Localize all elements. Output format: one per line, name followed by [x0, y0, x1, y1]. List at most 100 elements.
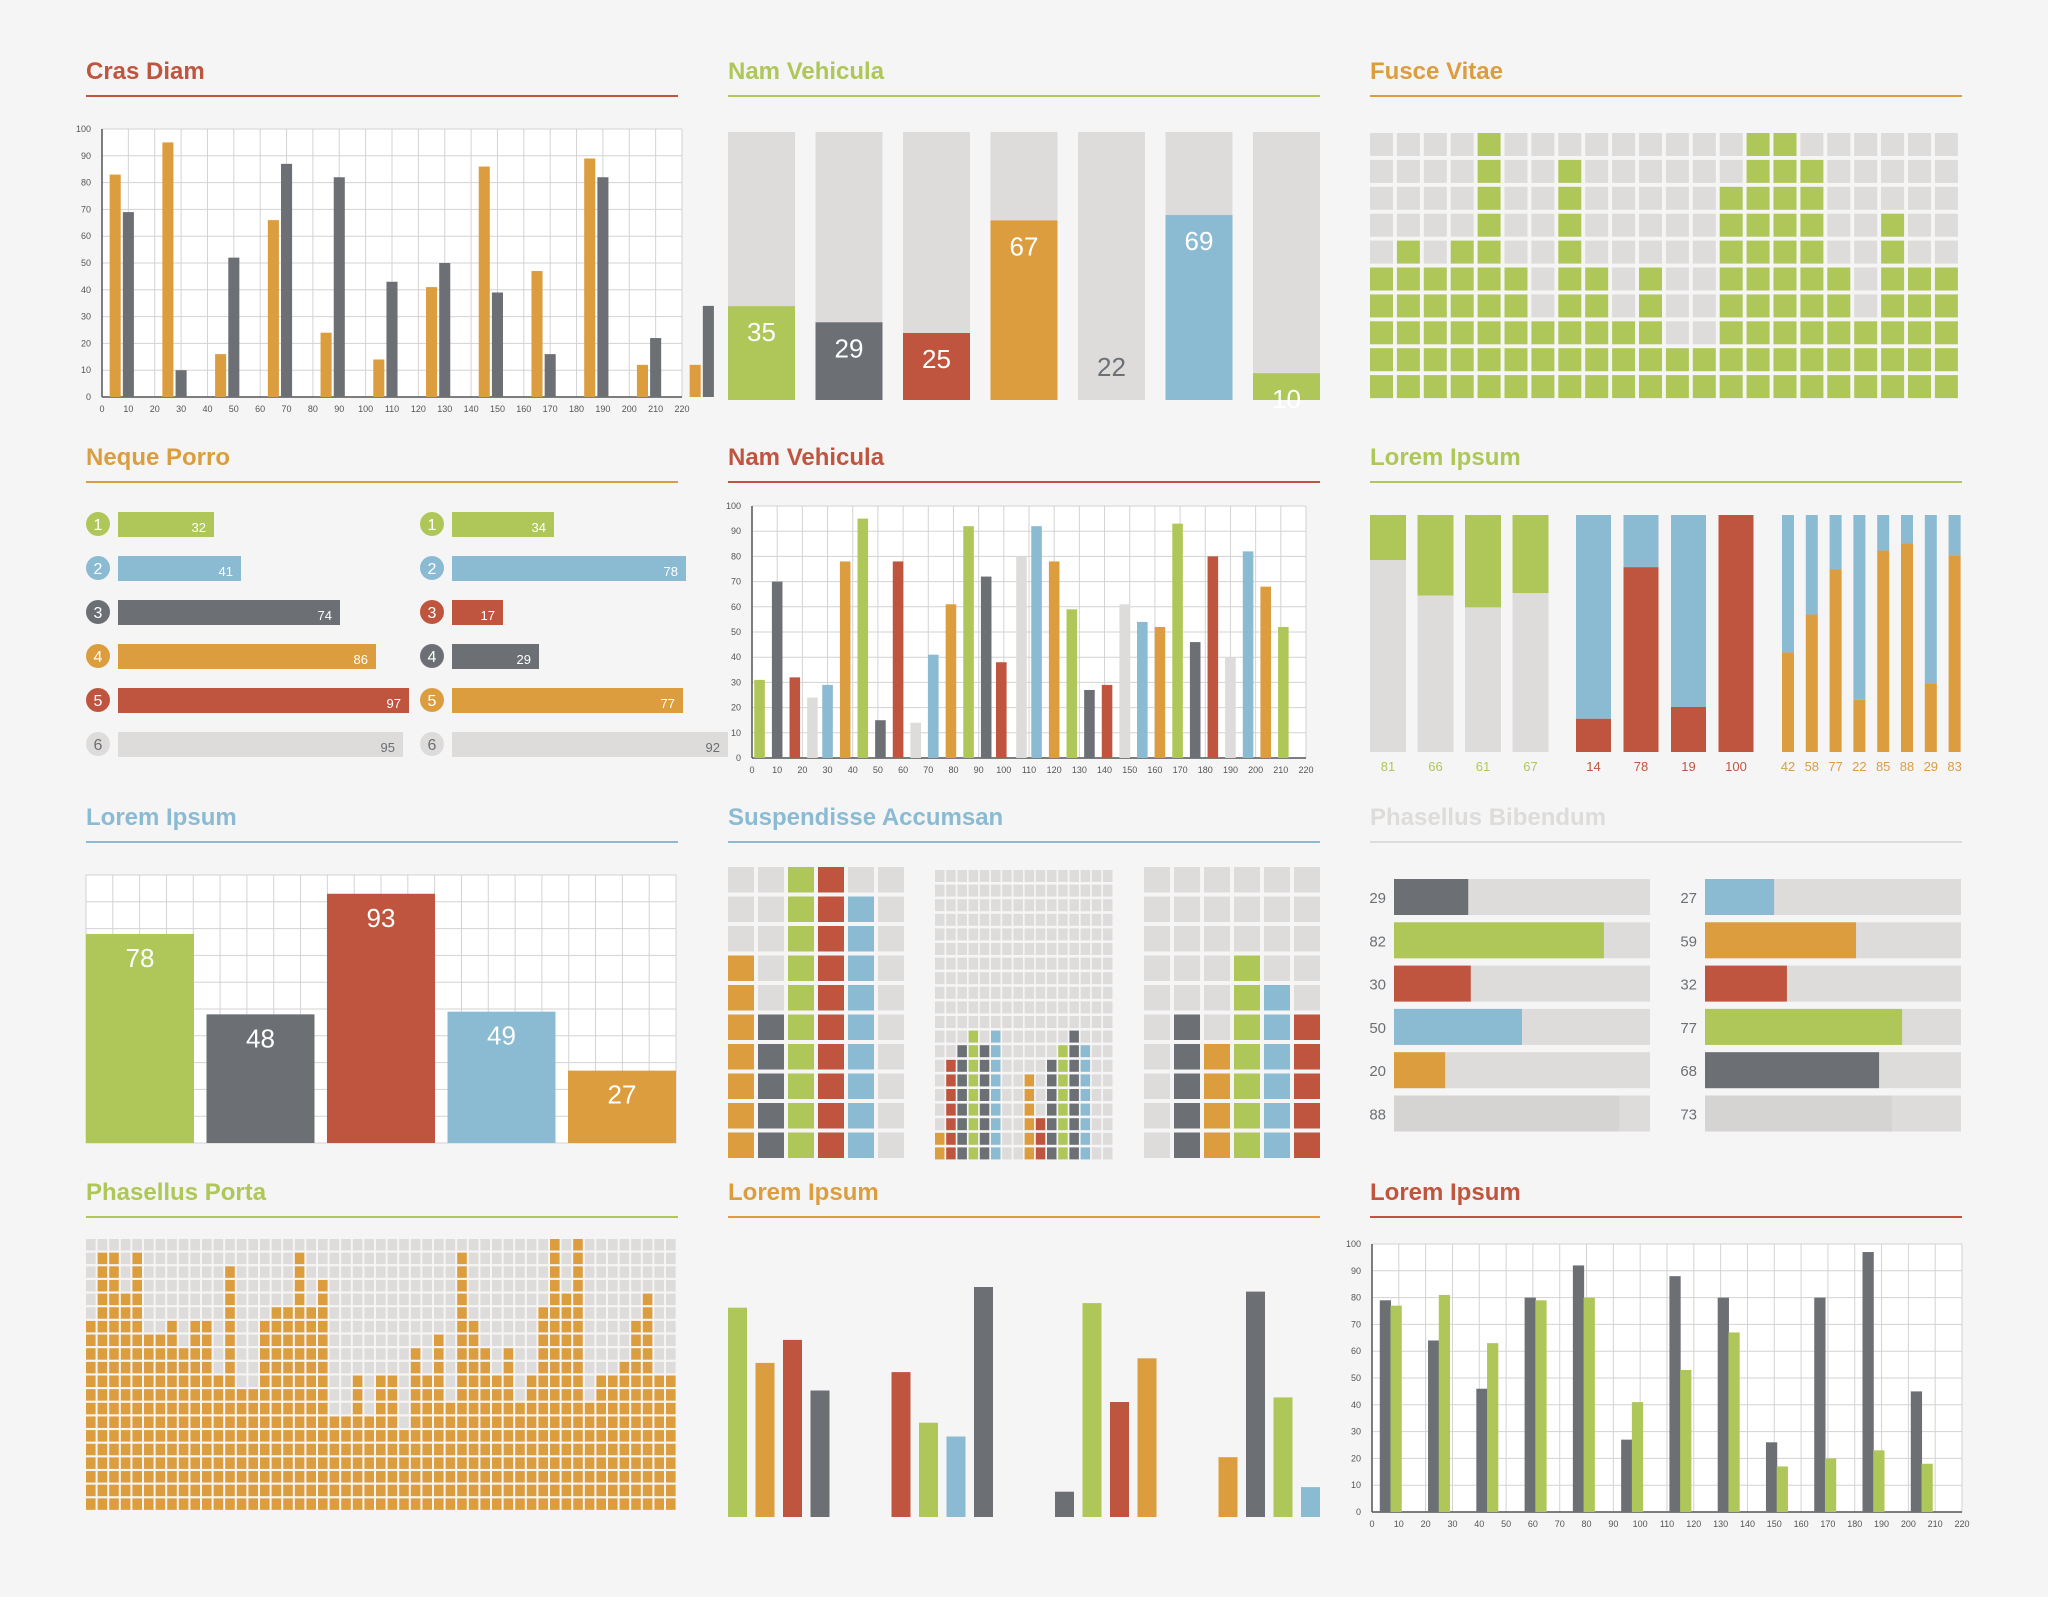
tile-filled — [1294, 1103, 1320, 1129]
tile-filled — [1204, 1132, 1230, 1158]
bar — [891, 1372, 911, 1517]
tile-empty — [387, 1361, 398, 1374]
tile-empty — [968, 884, 979, 897]
tile-empty — [480, 1334, 490, 1347]
tile-filled — [445, 1457, 456, 1469]
tile-filled — [1719, 186, 1743, 210]
bar — [1225, 657, 1236, 758]
tile-empty — [515, 1375, 525, 1387]
tile-empty — [213, 1239, 224, 1251]
y-tick-label: 50 — [1351, 1373, 1361, 1383]
x-tick-label: 50 — [873, 765, 883, 775]
tile-empty — [306, 1266, 316, 1278]
y-tick-label: 80 — [1351, 1293, 1361, 1303]
tile-empty — [584, 1334, 595, 1347]
tile-empty — [1612, 240, 1636, 264]
bar — [1705, 879, 1775, 915]
panel-title: Nam Vehicula — [728, 58, 885, 85]
tile-filled — [968, 1089, 979, 1101]
tile-filled — [376, 1471, 386, 1483]
tile-filled — [468, 1361, 479, 1374]
tile-filled — [1773, 321, 1797, 345]
tile-filled — [306, 1484, 316, 1497]
tile-filled — [654, 1389, 664, 1401]
tile-empty — [1091, 1001, 1102, 1014]
tile-filled — [1585, 321, 1609, 345]
bar-value-label: 19 — [1681, 759, 1695, 774]
y-tick-label: 60 — [81, 231, 91, 241]
tile-filled — [225, 1389, 235, 1401]
tile-empty — [991, 972, 1001, 985]
tile-empty — [935, 1045, 945, 1058]
tile-empty — [422, 1361, 432, 1374]
x-tick-label: 110 — [385, 404, 399, 414]
tile-empty — [248, 1307, 258, 1319]
tile-empty — [318, 1239, 328, 1251]
tile-filled — [561, 1457, 572, 1469]
tile-empty — [1423, 133, 1447, 156]
tile-empty — [1035, 943, 1046, 955]
tile-filled — [503, 1416, 514, 1428]
tile-filled — [1264, 1014, 1290, 1040]
tile-filled — [271, 1334, 282, 1347]
tile-filled — [1746, 133, 1770, 156]
tile-filled — [526, 1457, 537, 1469]
tile-filled — [788, 1044, 814, 1070]
tile-filled — [968, 1045, 979, 1058]
tile-filled — [236, 1471, 247, 1483]
tile-filled — [788, 1014, 814, 1040]
tile-filled — [352, 1375, 363, 1387]
tile-empty — [260, 1307, 270, 1319]
tile-filled — [1881, 240, 1905, 264]
tile-empty — [120, 1252, 131, 1265]
tile-filled — [144, 1375, 154, 1387]
tile-filled — [225, 1279, 235, 1292]
tile-filled — [1800, 294, 1824, 318]
x-tick-label: 40 — [1474, 1519, 1484, 1529]
tile-filled — [190, 1334, 200, 1347]
y-tick-label: 10 — [731, 728, 741, 738]
tile-empty — [1264, 896, 1290, 922]
tile-filled — [318, 1320, 328, 1333]
bar — [1705, 1095, 1892, 1132]
tile-empty — [294, 1239, 305, 1251]
tile-empty — [120, 1266, 131, 1278]
tile-empty — [957, 1030, 967, 1043]
tile-filled — [434, 1348, 444, 1360]
tile-empty — [654, 1266, 664, 1278]
tile-filled — [1091, 1147, 1102, 1160]
tile-filled — [1002, 1103, 1012, 1116]
tile-filled — [225, 1484, 235, 1497]
tile-filled — [1854, 321, 1878, 345]
tile-filled — [526, 1443, 537, 1456]
tile-empty — [1908, 133, 1931, 156]
tile-filled — [1881, 321, 1905, 345]
tile-filled — [1719, 240, 1743, 264]
tile-filled — [225, 1334, 235, 1347]
tile-filled — [573, 1443, 583, 1456]
tile-filled — [341, 1430, 351, 1442]
tile-filled — [410, 1457, 421, 1469]
tile-empty — [1058, 1030, 1068, 1043]
tile-filled — [550, 1307, 560, 1319]
bar-background — [1253, 132, 1320, 400]
tile-filled — [1800, 240, 1824, 264]
tile-empty — [248, 1361, 258, 1374]
tile-filled — [1047, 1074, 1057, 1087]
tile-filled — [666, 1430, 676, 1442]
tile-empty — [758, 867, 784, 893]
panel-title: Cras Diam — [86, 58, 205, 85]
tile-filled — [1013, 1118, 1023, 1131]
y-tick-label: 70 — [1351, 1319, 1361, 1329]
tile-empty — [225, 1252, 235, 1265]
tile-filled — [1013, 1074, 1023, 1087]
tile-filled — [132, 1348, 142, 1360]
tile-filled — [155, 1443, 166, 1456]
tile-empty — [445, 1252, 456, 1265]
bar-segment-bottom — [1623, 567, 1659, 752]
bar — [783, 1339, 802, 1517]
tile-empty — [480, 1252, 490, 1265]
tile-filled — [1477, 213, 1501, 237]
tile-empty — [364, 1389, 374, 1401]
bar-segment-bottom — [1370, 560, 1406, 752]
